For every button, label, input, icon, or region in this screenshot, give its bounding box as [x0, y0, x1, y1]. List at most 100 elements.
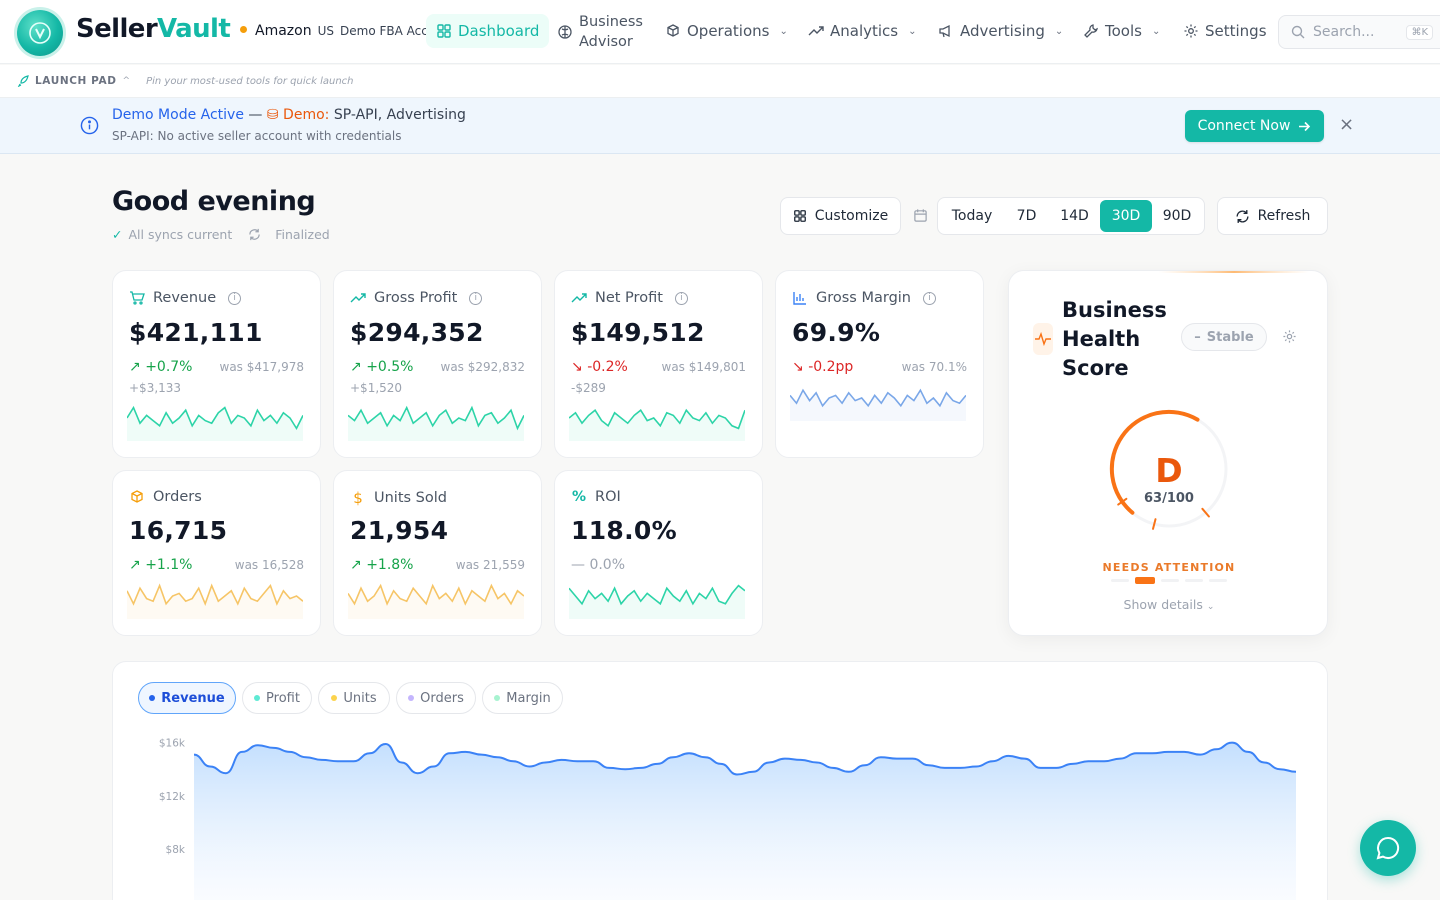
customize-button[interactable]: Customize [780, 197, 901, 235]
chevron-down-icon: ⌄ [779, 25, 788, 37]
metric-card-roi[interactable]: % ROI 118.0% — 0.0% [554, 470, 763, 636]
chevron-up-icon[interactable]: ^ [122, 76, 131, 86]
connect-now-button[interactable]: Connect Now [1185, 110, 1324, 142]
sparkline-roi [569, 584, 745, 619]
page-title: Good evening [112, 186, 316, 217]
chevron-down-icon: ⌄ [1054, 25, 1064, 37]
metric-previous: was 21,559 [455, 558, 525, 572]
metric-delta: +$1,520 [350, 381, 403, 395]
chart-tab-margin[interactable]: Margin [482, 682, 563, 714]
brand-name[interactable]: SellerVault [76, 14, 231, 44]
nav-settings[interactable]: Settings [1183, 14, 1267, 48]
gauge-tick [1201, 507, 1210, 518]
gear-icon[interactable] [1282, 329, 1297, 344]
info-icon[interactable]: i [228, 291, 242, 305]
metric-value: 118.0% [571, 516, 677, 545]
search-input[interactable]: Search... ⌘K [1278, 15, 1440, 49]
status-badge[interactable]: – Stable [1181, 323, 1267, 351]
metric-previous: was $417,978 [219, 360, 305, 374]
trend-up-icon: ↗ [129, 359, 141, 375]
range-7d[interactable]: 7D [1016, 208, 1037, 224]
sparkline-line [348, 583, 524, 606]
metric-card-gross-margin[interactable]: Gross Margin i 69.9% ↘ -0.2pp was 70.1% [775, 270, 984, 458]
revenue-area [194, 742, 1296, 900]
series-dot [331, 695, 338, 701]
step [1111, 579, 1129, 582]
info-icon[interactable]: i [469, 291, 483, 305]
chart-tab-revenue[interactable]: Revenue [138, 682, 236, 714]
gear-icon [1184, 24, 1198, 38]
sparkline-line [569, 408, 745, 430]
range-30d[interactable]: 30D [1100, 200, 1152, 232]
arrow-right-icon [1299, 121, 1311, 131]
nav-analytics[interactable]: Analytics ⌄ [808, 14, 917, 48]
launch-pad-bar: LAUNCH PAD ^ Pin your most-used tools fo… [0, 65, 1440, 98]
metric-value: 21,954 [350, 516, 449, 545]
y-tick-label: $16k [159, 738, 186, 750]
gauge-progress [1109, 409, 1200, 515]
launch-pad-title[interactable]: LAUNCH PAD [35, 75, 117, 87]
chat-button[interactable] [1360, 820, 1416, 876]
pulse-icon [1033, 323, 1053, 355]
logo-icon[interactable] [17, 10, 63, 56]
trend-up-icon: ↗ [350, 557, 362, 573]
info-icon[interactable]: i [923, 291, 936, 305]
box-icon [131, 490, 143, 503]
show-details-link[interactable]: Show details ⌄ [1123, 597, 1215, 612]
sparkline-units-sold [348, 583, 524, 619]
range-14d[interactable]: 14D [1060, 208, 1089, 224]
boxes-icon [667, 24, 679, 37]
date-range-selector: Today 7D 14D 30D 90D [937, 197, 1205, 235]
nav-advertising[interactable]: Advertising ⌄ [938, 14, 1063, 48]
sparkline-line [348, 405, 524, 431]
card-accent-bar [1159, 271, 1309, 273]
minus-icon: – [1194, 329, 1201, 345]
sparkline-orders [127, 583, 303, 619]
minus-icon: — [571, 557, 585, 573]
dollar-icon: $ [353, 489, 363, 507]
nav-dashboard[interactable]: Dashboard [426, 14, 550, 48]
database-icon: ⛁ [266, 107, 279, 123]
sparkline-revenue [127, 405, 303, 441]
range-90d[interactable]: 90D [1162, 208, 1192, 224]
marketplace-selector[interactable]: Amazon US Demo FBA Account [240, 23, 455, 39]
step-active [1135, 577, 1155, 584]
sparkline-line [790, 388, 966, 408]
metric-previous: was $149,801 [661, 360, 747, 374]
trend-down-icon: ↘ [792, 359, 804, 375]
info-icon[interactable]: i [674, 291, 688, 305]
trend-down-icon: ↘ [571, 359, 583, 375]
metric-card-net-profit[interactable]: Net Profit i $149,512 ↘ -0.2% was $149,80… [554, 270, 763, 458]
nav-business-advisor[interactable]: Business Advisor [557, 11, 643, 53]
metric-change: ↗ +1.1% [129, 557, 193, 573]
sparkline-line [127, 583, 303, 607]
chat-icon [1376, 836, 1400, 860]
chevron-down-icon: ⌄ [908, 25, 917, 37]
top-navbar: SellerVault Amazon US Demo FBA Account Das… [0, 0, 1440, 64]
metric-card-revenue[interactable]: Revenue i $421,111 ↗ +0.7% was $417,978 +… [112, 270, 321, 458]
metric-card-orders[interactable]: Orders 16,715 ↗ +1.1% was 16,528 [112, 470, 321, 636]
refresh-button[interactable]: Refresh [1217, 197, 1328, 235]
sparkline-gross-profit [348, 405, 524, 441]
chart-tab-units[interactable]: Units [318, 682, 390, 714]
series-dot [494, 695, 501, 701]
sparkline-area [348, 407, 524, 441]
shortcut-hint: ⌘K [1406, 24, 1433, 40]
metric-card-units-sold[interactable]: $ Units Sold 21,954 ↗ +1.8% was 21,559 [333, 470, 542, 636]
nav-tools[interactable]: Tools ⌄ [1083, 14, 1160, 48]
trend-up-icon [571, 293, 587, 303]
bar-chart-icon [793, 292, 806, 305]
chart-tab-orders[interactable]: Orders [396, 682, 476, 714]
metric-card-gross-profit[interactable]: Gross Profit i $294,352 ↗ +0.5% was $292,… [333, 270, 542, 458]
grid-icon [793, 210, 806, 222]
range-today[interactable]: Today [951, 208, 993, 224]
nav-operations[interactable]: Operations ⌄ [665, 14, 788, 48]
chart-tab-profit[interactable]: Profit [242, 682, 312, 714]
sparkline-area [127, 585, 303, 619]
gauge-tick [1152, 518, 1157, 530]
close-icon[interactable]: × [1339, 114, 1355, 135]
sync-status: ✓ All syncs current Finalized [112, 227, 330, 242]
trend-icon [808, 26, 824, 36]
revenue-line [193, 741, 1297, 776]
series-dot [408, 695, 415, 701]
